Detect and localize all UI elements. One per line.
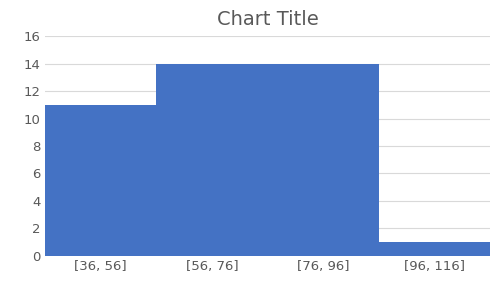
Bar [268,64,379,256]
Title: Chart Title: Chart Title [216,10,318,29]
Bar [156,64,268,256]
Bar [379,242,490,256]
Bar [45,105,156,256]
